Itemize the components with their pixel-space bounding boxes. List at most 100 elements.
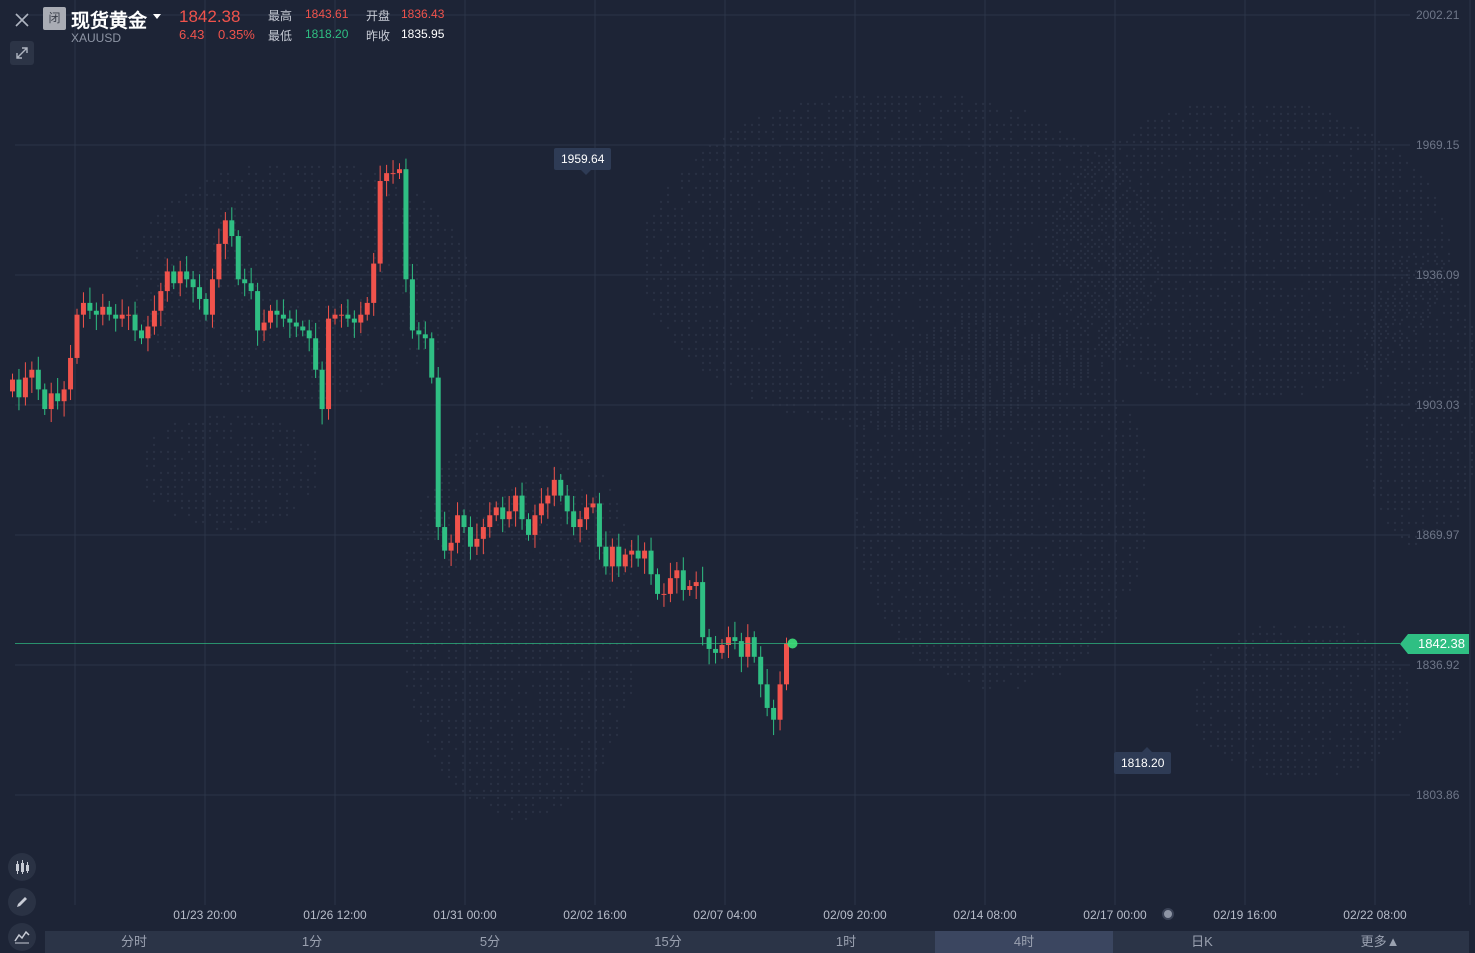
map-dot bbox=[946, 567, 950, 571]
map-dot bbox=[289, 347, 293, 351]
map-dot bbox=[939, 539, 943, 543]
map-dot bbox=[1037, 333, 1041, 337]
map-dot bbox=[715, 277, 719, 281]
map-dot bbox=[925, 413, 929, 417]
map-dot bbox=[496, 488, 500, 492]
map-dot bbox=[170, 312, 174, 316]
map-dot bbox=[862, 483, 866, 487]
map-dot bbox=[219, 368, 223, 372]
map-dot bbox=[911, 263, 915, 267]
map-dot bbox=[673, 256, 677, 260]
map-dot bbox=[771, 326, 775, 330]
map-dot bbox=[953, 420, 957, 424]
map-dot bbox=[946, 333, 950, 337]
map-dot bbox=[764, 375, 768, 379]
map-dot bbox=[447, 572, 451, 576]
map-dot bbox=[911, 214, 915, 218]
map-dot bbox=[517, 621, 521, 625]
map-dot bbox=[820, 207, 824, 211]
map-dot bbox=[890, 137, 894, 141]
map-dot bbox=[331, 305, 335, 309]
map-dot bbox=[897, 389, 901, 393]
map-dot bbox=[953, 350, 957, 354]
map-dot bbox=[373, 242, 377, 246]
map-dot bbox=[953, 392, 957, 396]
map-dot bbox=[890, 560, 894, 564]
map-dot bbox=[468, 698, 472, 702]
map-dot bbox=[296, 396, 300, 400]
map-dot bbox=[1121, 277, 1125, 281]
map-dot bbox=[988, 284, 992, 288]
map-dot bbox=[939, 462, 943, 466]
map-dot bbox=[694, 172, 698, 176]
map-dot bbox=[974, 462, 978, 466]
map-dot bbox=[988, 354, 992, 358]
map-dot bbox=[897, 396, 901, 400]
map-dot bbox=[580, 495, 584, 499]
map-dot bbox=[771, 312, 775, 316]
map-dot bbox=[974, 623, 978, 627]
map-dot bbox=[848, 368, 852, 372]
map-dot bbox=[862, 382, 866, 386]
map-dot bbox=[988, 389, 992, 393]
map-dot bbox=[1079, 375, 1083, 379]
map-dot bbox=[496, 593, 500, 597]
map-dot bbox=[939, 637, 943, 641]
map-dot bbox=[988, 151, 992, 155]
map-dot bbox=[883, 375, 887, 379]
map-dot bbox=[701, 291, 705, 295]
map-dot bbox=[925, 399, 929, 403]
map-dot bbox=[475, 495, 479, 499]
map-dot bbox=[261, 256, 265, 260]
map-dot bbox=[890, 518, 894, 522]
map-dot bbox=[918, 375, 922, 379]
map-dot bbox=[580, 747, 584, 751]
map-dot bbox=[960, 448, 964, 452]
map-dot bbox=[862, 424, 866, 428]
map-dot bbox=[939, 165, 943, 169]
map-dot bbox=[827, 326, 831, 330]
map-dot bbox=[268, 179, 272, 183]
map-dot bbox=[792, 305, 796, 309]
map-dot bbox=[531, 803, 535, 807]
map-dot bbox=[580, 530, 584, 534]
map-dot bbox=[166, 485, 170, 489]
map-dot bbox=[566, 558, 570, 562]
map-dot bbox=[268, 228, 272, 232]
map-dot bbox=[974, 343, 978, 347]
map-dot bbox=[729, 382, 733, 386]
map-dot bbox=[1037, 340, 1041, 344]
map-dot bbox=[482, 593, 486, 597]
map-dot bbox=[764, 396, 768, 400]
map-dot bbox=[559, 803, 563, 807]
map-dot bbox=[911, 354, 915, 358]
map-dot bbox=[911, 123, 915, 127]
map-dot bbox=[673, 319, 677, 323]
map-dot bbox=[489, 684, 493, 688]
map-dot bbox=[806, 109, 810, 113]
map-dot bbox=[932, 623, 936, 627]
map-dot bbox=[827, 214, 831, 218]
map-dot bbox=[813, 263, 817, 267]
map-dot bbox=[946, 151, 950, 155]
map-dot bbox=[736, 354, 740, 358]
map-dot bbox=[820, 130, 824, 134]
map-dot bbox=[566, 754, 570, 758]
map-dot bbox=[1009, 130, 1013, 134]
map-dot bbox=[205, 228, 209, 232]
map-dot bbox=[194, 520, 198, 524]
map-dot bbox=[974, 263, 978, 267]
map-dot bbox=[897, 109, 901, 113]
map-dot bbox=[764, 242, 768, 246]
map-dot bbox=[785, 214, 789, 218]
map-dot bbox=[1051, 354, 1055, 358]
map-dot bbox=[489, 558, 493, 562]
map-dot bbox=[580, 516, 584, 520]
map-dot bbox=[771, 375, 775, 379]
map-dot bbox=[296, 326, 300, 330]
map-dot bbox=[806, 284, 810, 288]
map-dot bbox=[1065, 186, 1069, 190]
map-dot bbox=[166, 457, 170, 461]
map-dot bbox=[524, 775, 528, 779]
